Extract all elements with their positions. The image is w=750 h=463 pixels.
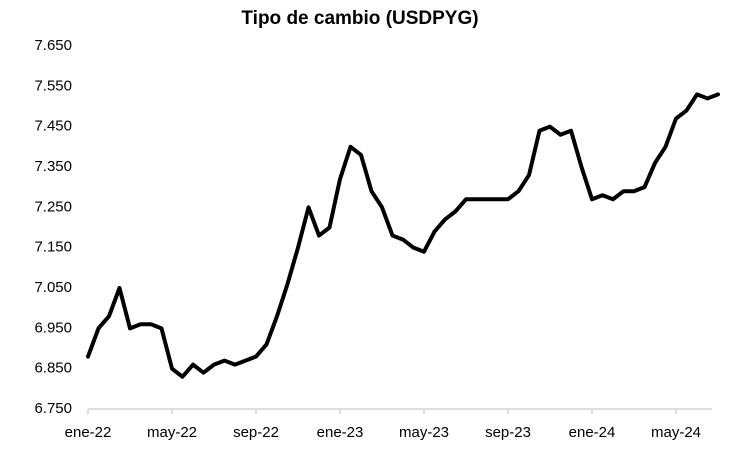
y-tick-label: 6.850 bbox=[34, 360, 72, 377]
x-tick-label: may-24 bbox=[651, 424, 701, 441]
line bbox=[86, 92, 720, 379]
y-tick-label: 7.450 bbox=[34, 118, 72, 135]
y-tick-label: 7.650 bbox=[34, 37, 72, 54]
y-tick-label: 7.050 bbox=[34, 279, 72, 296]
x-tick-label: ene-22 bbox=[65, 424, 112, 441]
y-tick-label: 7.150 bbox=[34, 239, 72, 256]
x-tick-label: sep-23 bbox=[485, 424, 531, 441]
y-tick-label: 7.550 bbox=[34, 77, 72, 94]
x-tick-label: sep-22 bbox=[233, 424, 279, 441]
x-tick-label: may-23 bbox=[399, 424, 449, 441]
y-tick-label: 6.750 bbox=[34, 400, 72, 417]
x-tick-label: ene-24 bbox=[569, 424, 616, 441]
y-tick-label: 6.950 bbox=[34, 319, 72, 336]
y-tick-label: 7.250 bbox=[34, 198, 72, 215]
y-tick-label: 7.350 bbox=[34, 158, 72, 175]
chart-title: Tipo de cambio (USDPYG) bbox=[241, 8, 478, 29]
x-tick-label: may-22 bbox=[147, 424, 197, 441]
x-tick-label: ene-23 bbox=[317, 424, 364, 441]
